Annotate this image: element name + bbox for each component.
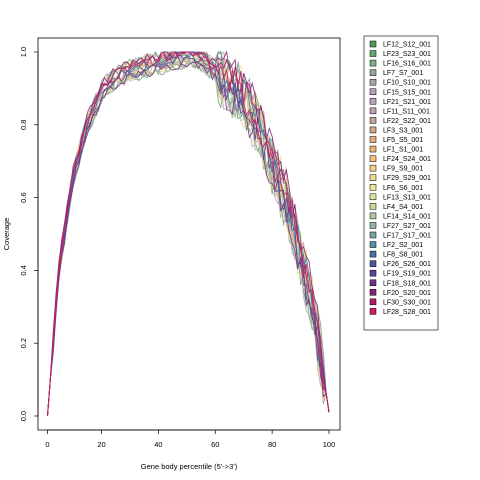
- legend-label: LF13_S13_001: [383, 194, 431, 201]
- legend-label: LF30_S30_001: [383, 299, 431, 306]
- series-line: [47, 56, 330, 417]
- legend-label: LF15_S15_001: [383, 89, 431, 96]
- x-tick-label: 80: [268, 440, 276, 449]
- legend-swatch: [369, 269, 377, 277]
- legend-label: LF21_S21_001: [383, 99, 431, 106]
- legend-label: LF1_S1_001: [383, 147, 423, 154]
- legend-label: LF27_S27_001: [383, 223, 431, 230]
- legend-label: LF8_S8_001: [383, 252, 423, 259]
- legend-label: LF26_S26_001: [383, 261, 431, 268]
- legend-label: LF2_S2_001: [383, 242, 423, 249]
- y-tick-label: 0.6: [19, 192, 28, 202]
- legend-swatch: [369, 50, 377, 57]
- legend-swatch: [369, 78, 377, 86]
- legend-label: LF3_S3_001: [383, 127, 423, 134]
- y-tick-label: 0.8: [19, 120, 28, 130]
- legend-swatch: [369, 212, 377, 220]
- legend-swatch: [369, 88, 377, 95]
- legend-label: LF12_S12_001: [383, 42, 431, 49]
- y-axis-label: Coverage: [2, 218, 11, 251]
- legend-swatch: [369, 136, 377, 143]
- legend-label: LF6_S6_001: [383, 185, 423, 192]
- legend: LF12_S12_001 LF23_S23_001 LF16_S16_001 LF7_…: [363, 35, 439, 331]
- legend-swatch: [369, 184, 377, 191]
- legend-swatch: [369, 231, 377, 239]
- legend-label: LF24_S24_001: [383, 156, 431, 163]
- legend-label: LF16_S16_001: [383, 61, 431, 68]
- legend-swatch: [369, 250, 377, 258]
- legend-swatch: [369, 59, 377, 67]
- legend-label: LF23_S23_001: [383, 51, 431, 58]
- y-axis: 0.0 0.2 0.4 0.6 0.8 1.0: [19, 47, 39, 421]
- legend-swatch: [369, 107, 377, 115]
- legend-swatch: [369, 40, 377, 48]
- legend-swatch: [369, 241, 377, 248]
- x-axis-label: Gene body percentile (5'->3'): [141, 462, 238, 471]
- legend-label: LF18_S18_001: [383, 280, 431, 287]
- legend-label: LF14_S14_001: [383, 213, 431, 220]
- legend-swatch: [369, 298, 377, 306]
- legend-label: LF10_S10_001: [383, 80, 431, 87]
- x-tick-label: 40: [154, 440, 162, 449]
- legend-swatch: [369, 308, 377, 315]
- legend-label: LF9_S9_001: [383, 166, 423, 173]
- legend-label: LF11_S11_001: [383, 108, 430, 115]
- legend-swatch: [369, 164, 377, 172]
- legend-swatch: [369, 203, 377, 210]
- series-lines: [47, 50, 330, 417]
- y-tick-label: 0.2: [19, 338, 28, 348]
- legend-swatch: [369, 69, 377, 76]
- x-tick-label: 20: [97, 440, 105, 449]
- y-tick-label: 0.4: [19, 265, 28, 275]
- legend-label: LF17_S17_001: [383, 233, 431, 240]
- x-axis: 0 20 40 60 80 100: [45, 429, 336, 449]
- legend-label: LF20_S20_001: [383, 290, 431, 297]
- series-line: [47, 58, 330, 417]
- legend-label: LF4_S4_001: [383, 204, 423, 211]
- series-line: [47, 50, 330, 417]
- y-tick-label: 0.0: [19, 411, 28, 421]
- legend-label: LF19_S19_001: [383, 271, 431, 278]
- legend-swatch: [369, 193, 377, 201]
- legend-items: LF12_S12_001 LF23_S23_001 LF16_S16_001 LF7_…: [369, 40, 431, 316]
- legend-label: LF22_S22_001: [383, 118, 431, 125]
- y-tick-label: 1.0: [19, 47, 28, 57]
- legend-frame: [363, 35, 439, 331]
- x-tick-label: 0: [45, 440, 49, 449]
- legend-label: LF5_S5_001: [383, 137, 423, 144]
- axes: 0 20 40 60 80 100 0.0 0.2 0.4 0.6 0.8 1.0 Gene bod…: [2, 37, 341, 471]
- x-tick-label: 100: [323, 440, 336, 449]
- legend-swatch: [369, 155, 377, 162]
- legend-swatch: [369, 126, 377, 134]
- series-line: [47, 61, 330, 417]
- legend-swatch: [369, 117, 377, 124]
- x-tick-label: 60: [211, 440, 219, 449]
- legend-swatch: [369, 222, 377, 229]
- legend-label: LF7_S7_001: [383, 70, 423, 77]
- legend-swatch: [369, 279, 377, 286]
- legend-label: LF28_S28_001: [383, 309, 431, 316]
- legend-label: LF29_S29_001: [383, 175, 431, 182]
- legend-swatch: [369, 289, 377, 296]
- legend-swatch: [369, 98, 377, 105]
- series-line: [47, 51, 330, 417]
- legend-swatch: [369, 174, 377, 181]
- series-line: [47, 55, 330, 417]
- legend-swatch: [369, 145, 377, 153]
- legend-swatch: [369, 260, 377, 267]
